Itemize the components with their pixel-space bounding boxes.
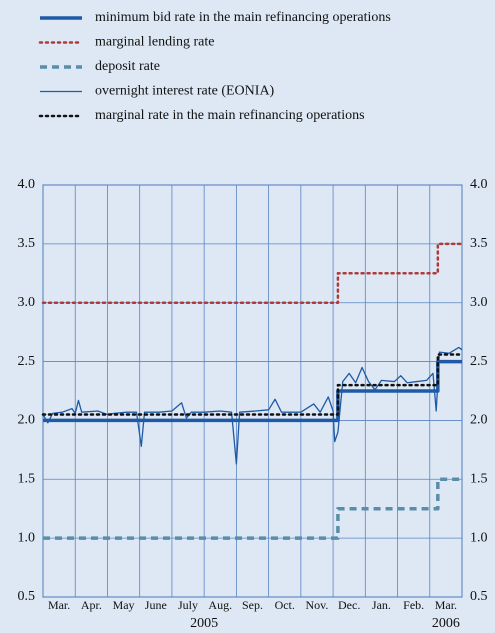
legend-label: deposit rate: [95, 59, 160, 74]
y2-tick-label: 2.5: [470, 354, 488, 369]
y2-tick-label: 3.0: [470, 295, 488, 310]
x-tick-label: July: [178, 598, 198, 612]
series-line: [41, 353, 464, 416]
series-line: [43, 477, 462, 540]
y-tick-label: 3.0: [18, 295, 36, 310]
x-tick-label: Jan.: [372, 598, 391, 612]
x-tick-label: Apr.: [81, 598, 102, 612]
y2-tick-label: 1.0: [470, 530, 488, 545]
year-label: 2005: [190, 616, 218, 631]
x-tick-label: Dec.: [338, 598, 360, 612]
y2-tick-label: 2.0: [470, 413, 488, 428]
y-tick-label: 2.0: [18, 413, 36, 428]
legend-label: minimum bid rate in the main refinancing…: [95, 10, 391, 25]
y-tick-label: 0.5: [18, 589, 36, 604]
y-tick-label: 4.0: [18, 177, 36, 192]
y2-tick-label: 1.5: [470, 472, 488, 487]
x-tick-label: Sep.: [242, 598, 263, 612]
legend-label: overnight interest rate (EONIA): [95, 84, 275, 99]
x-tick-label: Mar.: [435, 598, 457, 612]
y-tick-label: 2.5: [18, 354, 36, 369]
x-tick-label: June: [145, 598, 167, 612]
x-tick-label: Aug.: [208, 598, 232, 612]
y2-tick-label: 3.5: [470, 236, 488, 251]
series-line: [43, 359, 462, 423]
x-tick-label: Oct.: [275, 598, 295, 612]
legend-label: marginal lending rate: [95, 35, 214, 50]
year-label: 2006: [432, 616, 460, 631]
x-tick-label: Feb.: [403, 598, 424, 612]
y-tick-label: 1.0: [18, 530, 36, 545]
series-line: [41, 242, 464, 304]
legend-label: marginal rate in the main refinancing op…: [95, 108, 365, 123]
y2-tick-label: 4.0: [470, 177, 488, 192]
y-tick-label: 1.5: [18, 472, 36, 487]
y-tick-label: 3.5: [18, 236, 36, 251]
x-tick-label: Nov.: [306, 598, 329, 612]
x-tick-label: Mar.: [48, 598, 70, 612]
x-tick-label: May: [113, 598, 135, 612]
y2-tick-label: 0.5: [470, 589, 488, 604]
